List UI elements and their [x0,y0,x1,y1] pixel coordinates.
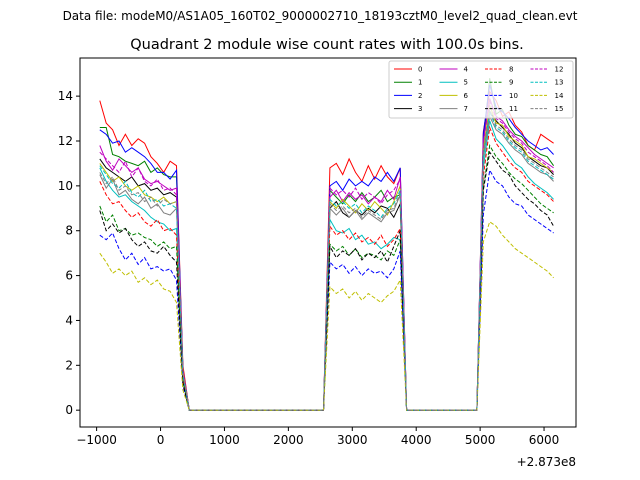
x-tick-label: 2000 [273,433,304,447]
axes-frame [79,57,577,428]
legend-label-5: 5 [464,79,468,87]
x-offset-label: +2.873e8 [517,455,576,469]
chart-title: Quadrant 2 module wise count rates with … [130,37,524,53]
x-tick-label: −1000 [76,433,117,447]
legend-label-6: 6 [464,92,469,100]
legend-label-1: 1 [418,79,422,87]
series-line-8 [99,125,554,411]
legend-label-10: 10 [509,92,518,100]
x-tick-label: 1000 [209,433,240,447]
legend-label-7: 7 [464,105,468,113]
y-tick-label: 10 [58,179,73,193]
series-line-6 [99,104,554,411]
y-tick-label: 2 [65,358,73,372]
series-line-12 [99,100,554,411]
y-tick-label: 8 [65,224,73,238]
legend-label-12: 12 [555,66,564,74]
series-line-4 [99,98,554,411]
series-line-15 [99,107,554,411]
legend-label-11: 11 [509,105,518,113]
x-tick-label: 3000 [337,433,368,447]
series-line-11 [99,150,555,411]
y-tick-label: 0 [65,403,73,417]
series-layer [99,78,555,411]
y-tick-label: 4 [65,313,73,327]
x-tick-label: 6000 [529,433,560,447]
y-tick-label: 14 [58,89,73,103]
series-line-2 [99,84,554,411]
x-tick-label: 0 [157,433,165,447]
legend-label-13: 13 [555,79,564,87]
series-line-14 [99,221,554,411]
axes-layer: −1000 0 1000 2000 3000 4000 5000 60000246810121… [58,57,577,447]
series-line-7 [99,114,554,411]
suptitle: Data file: modeM0/AS1A05_160T02_90000027… [63,9,578,23]
legend-label-4: 4 [464,66,469,74]
legend-label-0: 0 [418,66,422,74]
series-line-9 [99,144,554,411]
legend-label-14: 14 [555,92,564,100]
x-tick-label: 4000 [401,433,432,447]
series-line-13 [99,109,554,411]
legend-label-2: 2 [418,92,422,100]
series-line-10 [99,168,554,411]
legend-box [388,60,574,119]
y-tick-label: 12 [58,134,73,148]
y-tick-label: 6 [65,269,73,283]
legend-label-8: 8 [509,66,513,74]
legend-label-3: 3 [418,105,422,113]
legend-label-9: 9 [509,79,513,87]
legend-label-15: 15 [555,105,564,113]
x-tick-label: 5000 [465,433,496,447]
